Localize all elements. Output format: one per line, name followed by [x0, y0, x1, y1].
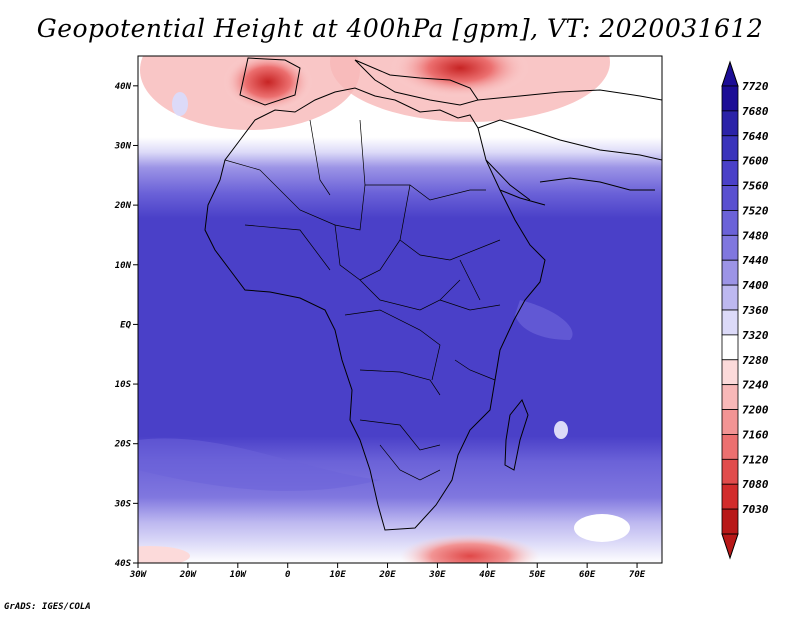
colorbar-swatch — [721, 359, 739, 386]
longitude-ticks: 30W 20W 10W 0 10E 20E 30E 40E 50E 60E 70E — [129, 563, 646, 580]
colorbar-level-label: 7640 — [742, 130, 769, 143]
colorbar-bottom-arrow — [721, 533, 739, 560]
colorbar-level-label: 7360 — [742, 304, 769, 317]
colorbar-swatch — [721, 185, 739, 211]
colorbar-top-arrow — [721, 60, 739, 87]
colorbar-level-label: 7560 — [742, 180, 769, 193]
colorbar-swatch — [721, 508, 739, 535]
colorbar-level-label: 7160 — [742, 428, 769, 441]
grads-credit: GrADS: IGES/COLA — [4, 602, 91, 612]
lon-tick-label: 50E — [529, 570, 546, 580]
borders — [224, 119, 501, 481]
colorbar-level-label: 7240 — [742, 379, 769, 392]
lon-tick-label: 40E — [479, 570, 496, 580]
colorbar-level-label: 7080 — [742, 478, 769, 491]
lat-tick-label: EQ — [120, 320, 131, 330]
colorbar: 7720 7680 7640 7600 7560 7520 7480 7440 7400 7360… — [721, 60, 769, 560]
map-title: Geopotential Height at 400hPa [gpm], VT:… — [36, 14, 764, 43]
colorbar-swatch — [721, 160, 739, 186]
lat-tick-label: 20N — [114, 201, 132, 211]
colorbar-swatch — [721, 434, 739, 460]
colorbar-level-label: 7440 — [742, 254, 769, 267]
colorbar-level-label: 7520 — [742, 204, 769, 217]
colorbar-level-label: 7200 — [742, 404, 769, 417]
lon-tick-label: 10E — [329, 570, 346, 580]
colorbar-level-label: 7320 — [742, 329, 769, 342]
colorbar-level-label: 7720 — [742, 80, 769, 93]
lat-tick-label: 30N — [114, 141, 132, 151]
colorbar-swatch — [721, 85, 739, 112]
colorbar-swatch — [721, 458, 739, 485]
colorbar-level-label: 7600 — [742, 155, 769, 168]
map-frame — [137, 55, 663, 564]
colorbar-swatch — [721, 483, 739, 510]
height-field — [138, 56, 662, 563]
lon-tick-label: 20W — [179, 570, 198, 580]
lon-tick-label: 0 — [285, 570, 291, 580]
lat-tick-label: 30S — [114, 499, 132, 509]
lat-tick-label: 10S — [115, 380, 132, 390]
colorbar-level-label: 7680 — [742, 105, 769, 118]
coastlines — [204, 57, 662, 531]
lat-tick-label: 40N — [115, 82, 132, 92]
lon-tick-label: 30W — [129, 570, 148, 580]
colorbar-swatch — [721, 384, 739, 410]
colorbar-level-label: 7280 — [742, 354, 769, 367]
colorbar-level-label: 7030 — [742, 503, 769, 516]
colorbar-swatch — [721, 309, 739, 336]
lat-tick-label: 20S — [114, 440, 132, 450]
colorbar-swatch — [721, 284, 739, 311]
colorbar-swatch — [721, 234, 739, 261]
lon-tick-label: 30E — [428, 570, 446, 580]
colorbar-swatch — [721, 334, 739, 361]
lat-tick-label: 10N — [115, 261, 132, 271]
lon-tick-label: 60E — [579, 570, 596, 580]
lon-tick-label: 10W — [230, 570, 248, 580]
colorbar-swatch — [721, 409, 739, 435]
lat-tick-label: 40S — [115, 559, 132, 569]
colorbar-swatch — [721, 210, 739, 236]
colorbar-level-label: 7120 — [742, 453, 769, 466]
colorbar-level-label: 7400 — [742, 279, 769, 292]
colorbar-level-label: 7480 — [742, 229, 769, 242]
colorbar-swatch — [721, 135, 739, 162]
latitude-ticks: 40N 30N 20N 10N EQ 10S 20S 30S 40S — [114, 82, 138, 569]
colorbar-swatch — [721, 110, 739, 137]
lon-tick-label: 70E — [629, 570, 646, 580]
lon-tick-label: 20E — [378, 570, 396, 580]
colorbar-swatch — [721, 259, 739, 286]
